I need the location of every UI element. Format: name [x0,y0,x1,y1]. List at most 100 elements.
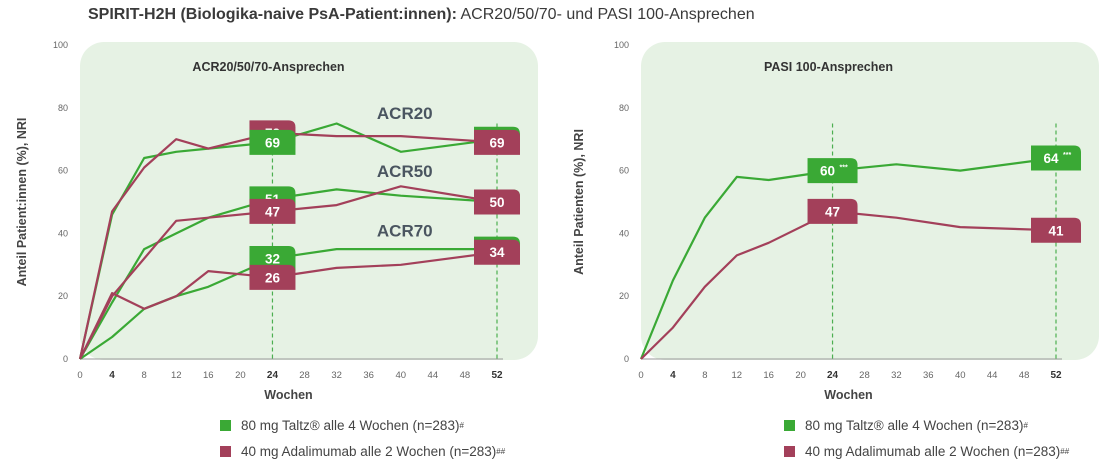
data-label-value: 26 [265,270,281,285]
series-line-acr70-taltz [79,248,497,360]
data-label-value: 60 [820,164,835,179]
x-tick-label: 24 [267,370,279,381]
data-label-taltz: 69 [249,129,296,155]
y-axis-label: Anteil Patient:innen (%), NRI [15,118,29,287]
series-line-pasi100-taltz [639,156,1057,360]
x-tick-label: 20 [795,370,806,381]
x-tick-label: 0 [77,370,82,381]
x-tick-label: 12 [731,370,742,381]
x-tick-label: 36 [363,370,374,381]
y-tick-label: 100 [614,40,629,50]
data-label-ada: 69 [474,129,520,155]
panel-title: ACR20/50/70-Ansprechen [192,60,344,74]
legend-sup-taltz: # [459,420,464,430]
legend-item-taltz: 80 mg Taltz® alle 4 Wochen (n=283) # [220,412,505,438]
title-rest: ACR20/50/70- und PASI 100-Ansprechen [460,6,755,23]
legend-item-ada: 40 mg Adalimumab alle 2 Wochen (n=283) ## [784,438,1069,464]
x-tick-label: 32 [891,370,902,381]
y-tick-label: 80 [58,103,68,113]
legend-label-ada: 40 mg Adalimumab alle 2 Wochen (n=283) [241,443,497,459]
data-label-value: 47 [265,204,280,219]
y-tick-label: 0 [624,354,629,364]
y-tick-label: 40 [619,228,629,238]
x-tick-label: 44 [987,370,998,381]
legend-label-ada: 40 mg Adalimumab alle 2 Wochen (n=283) [805,443,1061,459]
x-tick-label: 20 [235,370,246,381]
series-line-pasi100-ada [640,210,1057,360]
x-tick-label: 28 [859,370,870,381]
data-label-ada: 26 [249,264,296,290]
x-tick-label: 4 [109,370,115,381]
x-tick-label: 52 [1050,370,1062,381]
data-label-sup: *** [1063,152,1071,159]
y-axis-label: Anteil Patienten (%), NRI [572,129,586,275]
series-line-acr20-ada [78,131,498,360]
data-label-ada: 34 [474,239,520,265]
x-tick-label: 52 [491,370,503,381]
data-label-taltz: 60 *** [807,158,858,184]
data-label-box [1031,217,1081,243]
data-label-box [474,129,520,155]
x-tick-label: 8 [702,370,707,381]
legend-sup-ada: ## [496,446,506,456]
data-label-box [249,129,296,155]
data-label-value: 69 [265,135,280,150]
data-label-value: 69 [489,135,504,150]
data-label-box [474,239,520,265]
y-tick-label: 40 [58,228,68,238]
group-label: ACR70 [377,222,433,241]
y-tick-label: 20 [619,291,629,301]
plot-panel [641,42,1099,360]
legend-swatch-taltz [784,419,795,431]
group-label: ACR50 [377,162,433,181]
y-tick-label: 60 [619,166,629,176]
legend-sup-ada: ## [1060,446,1070,456]
legend-right: 80 mg Taltz® alle 4 Wochen (n=283) # 40 m… [784,412,1069,464]
title-bold: SPIRIT-H2H (Biologika-naive PsA-Patient:… [88,6,457,23]
y-tick-label: 60 [58,166,68,176]
x-tick-label: 16 [763,370,774,381]
data-label-box [249,264,296,290]
y-tick-label: 80 [619,103,629,113]
legend-swatch-ada [784,445,795,457]
legend-item-taltz: 80 mg Taltz® alle 4 Wochen (n=283) # [784,412,1069,438]
data-label-box [474,189,520,215]
data-label-value: 50 [489,195,504,210]
legend-item-ada: 40 mg Adalimumab alle 2 Wochen (n=283) ## [220,438,505,464]
y-tick-label: 0 [63,354,68,364]
x-tick-label: 36 [923,370,934,381]
legend-label-taltz: 80 mg Taltz® alle 4 Wochen (n=283) [805,417,1024,433]
data-label-value: 32 [265,252,280,267]
series-line-acr50-ada [79,185,498,360]
x-axis-label: Wochen [264,388,312,402]
x-axis-label: Wochen [824,388,872,402]
y-tick-label: 100 [53,40,68,50]
data-label-box [249,198,296,224]
data-label-taltz: 32 [249,246,296,272]
data-label-box [807,198,858,224]
data-label-value: 64 [1043,151,1059,166]
legend-left: 80 mg Taltz® alle 4 Wochen (n=283) # 40 m… [220,412,505,464]
data-label-value: 34 [489,245,505,260]
x-tick-label: 0 [638,370,643,381]
data-label-box [249,246,296,272]
x-tick-label: 4 [670,370,676,381]
x-tick-label: 40 [955,370,966,381]
data-label-box [1031,145,1081,171]
group-label: ACR20 [377,104,433,123]
panel-title: PASI 100-Ansprechen [764,60,893,74]
x-tick-label: 48 [1019,370,1030,381]
data-label-taltz: 64 *** [1031,145,1081,171]
legend-sup-taltz: # [1023,420,1028,430]
x-tick-label: 12 [171,370,182,381]
x-tick-label: 40 [395,370,406,381]
data-label-value: 41 [1048,223,1064,238]
x-tick-label: 8 [142,370,147,381]
data-label-value: 47 [825,204,840,219]
data-label-sup: *** [840,165,848,172]
y-tick-label: 20 [58,291,68,301]
x-tick-label: 28 [299,370,310,381]
x-tick-label: 16 [203,370,214,381]
